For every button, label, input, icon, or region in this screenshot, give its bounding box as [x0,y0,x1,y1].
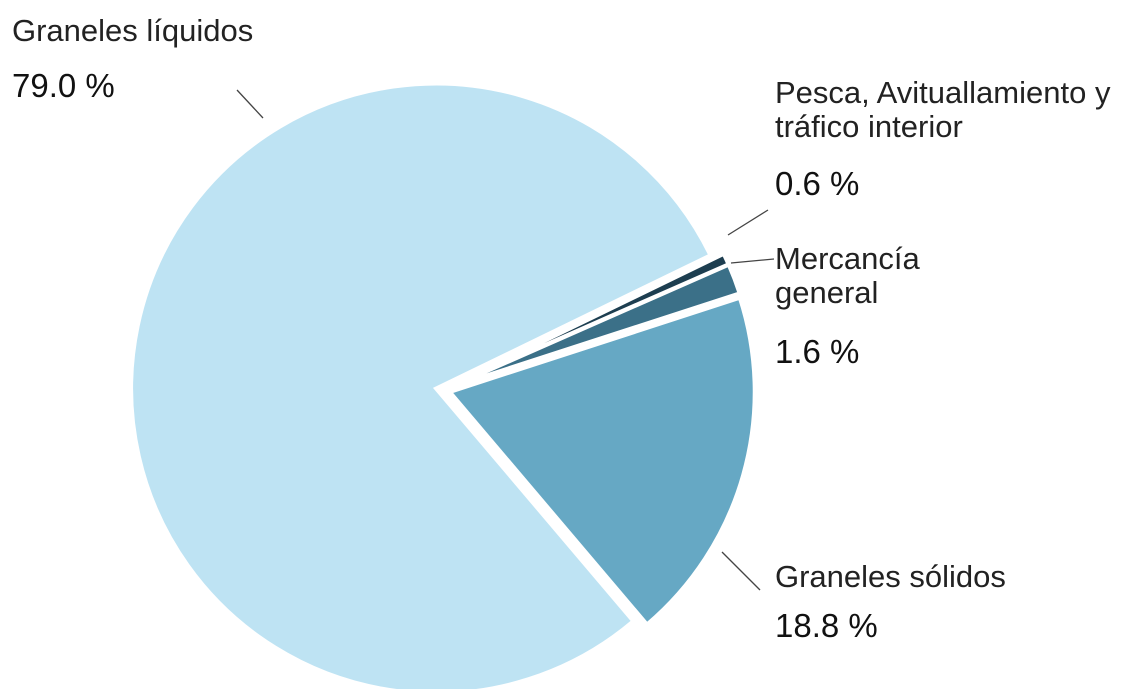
category-label: Graneles sólidos [775,559,1006,594]
pie-slice [129,81,714,689]
value-label: 18.8 % [775,607,878,644]
pie-slice [448,262,743,390]
value-label: 1.6 % [775,333,860,370]
leader-line [721,551,761,591]
value-label: 0.6 % [775,165,860,202]
category-label: Pesca, Avituallamiento y tráfico interio… [775,75,1111,144]
leader-line [236,89,264,119]
category-label: Graneles líquidos [12,13,254,48]
leader-line [727,209,769,236]
leader-line [730,258,775,264]
pie-slice [446,295,757,628]
category-label: Mercancía general [775,241,920,310]
value-label: 79.0 % [12,67,115,104]
